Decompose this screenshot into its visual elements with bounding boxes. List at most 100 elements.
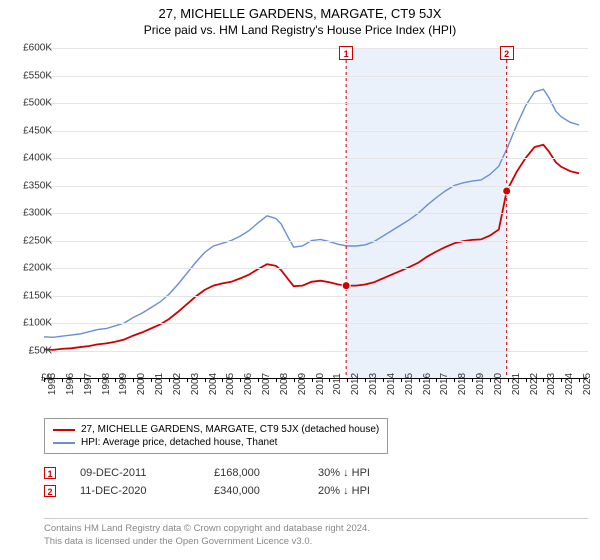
x-tick: [383, 378, 384, 382]
x-axis-label: 2016: [422, 373, 433, 395]
legend-item: 27, MICHELLE GARDENS, MARGATE, CT9 5JX (…: [53, 423, 379, 436]
grid-line: [44, 213, 588, 214]
sale-row: 1 09-DEC-2011 £168,000 30% ↓ HPI: [44, 464, 588, 482]
sale-marker-icon: 1: [339, 46, 353, 60]
x-axis-label: 2021: [511, 373, 522, 395]
x-axis-label: 2009: [297, 373, 308, 395]
x-tick: [205, 378, 206, 382]
chart-container: 27, MICHELLE GARDENS, MARGATE, CT9 5JX P…: [0, 0, 600, 560]
legend-label: HPI: Average price, detached house, Than…: [81, 437, 277, 448]
sale-price: £168,000: [214, 467, 294, 479]
x-tick: [98, 378, 99, 382]
x-axis-label: 1999: [118, 373, 129, 395]
legend: 27, MICHELLE GARDENS, MARGATE, CT9 5JX (…: [44, 418, 388, 454]
x-axis-label: 2012: [350, 373, 361, 395]
x-axis-label: 2015: [404, 373, 415, 395]
x-tick: [133, 378, 134, 382]
x-axis-label: 1997: [83, 373, 94, 395]
sale-row: 2 11-DEC-2020 £340,000 20% ↓ HPI: [44, 482, 588, 500]
y-axis-label: £250K: [23, 235, 52, 246]
grid-line: [44, 131, 588, 132]
x-tick: [543, 378, 544, 382]
footer-line: This data is licensed under the Open Gov…: [44, 536, 588, 549]
x-tick: [561, 378, 562, 382]
x-axis-label: 2020: [493, 373, 504, 395]
footer: Contains HM Land Registry data © Crown c…: [44, 518, 588, 549]
x-axis-label: 2011: [332, 373, 343, 395]
legend-item: HPI: Average price, detached house, Than…: [53, 436, 379, 449]
x-tick: [454, 378, 455, 382]
x-tick: [240, 378, 241, 382]
legend-swatch: [53, 429, 75, 431]
sale-date: 09-DEC-2011: [80, 467, 190, 479]
x-axis-label: 2006: [243, 373, 254, 395]
x-axis-label: 2003: [190, 373, 201, 395]
sale-delta: 30% ↓ HPI: [318, 467, 418, 479]
x-axis-label: 2013: [368, 373, 379, 395]
x-tick: [401, 378, 402, 382]
x-axis-label: 2022: [529, 373, 540, 395]
y-axis-label: £0: [41, 373, 52, 384]
x-axis-label: 2007: [261, 373, 272, 395]
sale-price: £340,000: [214, 485, 294, 497]
grid-line: [44, 241, 588, 242]
y-axis-label: £450K: [23, 125, 52, 136]
footer-line: Contains HM Land Registry data © Crown c…: [44, 523, 588, 536]
y-axis-label: £500K: [23, 98, 52, 109]
x-axis-label: 2014: [386, 373, 397, 395]
x-tick: [365, 378, 366, 382]
y-axis-label: £400K: [23, 153, 52, 164]
y-axis-label: £50K: [29, 345, 52, 356]
x-axis-label: 2004: [208, 373, 219, 395]
x-axis-label: 2002: [172, 373, 183, 395]
sales-table: 1 09-DEC-2011 £168,000 30% ↓ HPI 2 11-DE…: [44, 464, 588, 500]
grid-line: [44, 296, 588, 297]
grid-line: [44, 351, 588, 352]
x-axis-label: 1998: [101, 373, 112, 395]
x-axis-label: 2005: [225, 373, 236, 395]
x-tick: [419, 378, 420, 382]
x-tick: [258, 378, 259, 382]
x-tick: [490, 378, 491, 382]
sale-marker-icon: 2: [44, 485, 56, 497]
grid-line: [44, 158, 588, 159]
x-axis-label: 2001: [154, 373, 165, 395]
grid-line: [44, 76, 588, 77]
y-axis-label: £200K: [23, 263, 52, 274]
x-axis-label: 2023: [546, 373, 557, 395]
x-tick: [472, 378, 473, 382]
x-tick: [222, 378, 223, 382]
x-axis-label: 2025: [582, 373, 593, 395]
y-axis-label: £550K: [23, 70, 52, 81]
x-axis-label: 1996: [65, 373, 76, 395]
y-axis-label: £300K: [23, 208, 52, 219]
x-tick: [508, 378, 509, 382]
x-axis-label: 2024: [564, 373, 575, 395]
y-axis-label: £350K: [23, 180, 52, 191]
grid-line: [44, 186, 588, 187]
x-tick: [276, 378, 277, 382]
x-axis-label: 2010: [315, 373, 326, 395]
x-tick: [329, 378, 330, 382]
x-tick: [294, 378, 295, 382]
chart-subtitle: Price paid vs. HM Land Registry's House …: [0, 21, 600, 37]
y-axis-label: £150K: [23, 290, 52, 301]
x-tick: [187, 378, 188, 382]
x-tick: [80, 378, 81, 382]
x-axis-label: 2000: [136, 373, 147, 395]
x-tick: [347, 378, 348, 382]
grid-line: [44, 323, 588, 324]
x-tick: [579, 378, 580, 382]
grid-line: [44, 268, 588, 269]
x-tick: [312, 378, 313, 382]
legend-swatch: [53, 442, 75, 444]
x-tick: [62, 378, 63, 382]
x-axis-label: 2018: [457, 373, 468, 395]
y-axis-label: £600K: [23, 43, 52, 54]
chart-title: 27, MICHELLE GARDENS, MARGATE, CT9 5JX: [0, 0, 600, 21]
x-tick: [151, 378, 152, 382]
x-axis-label: 2019: [475, 373, 486, 395]
x-tick: [169, 378, 170, 382]
x-axis-label: 2008: [279, 373, 290, 395]
y-axis-label: £100K: [23, 318, 52, 329]
